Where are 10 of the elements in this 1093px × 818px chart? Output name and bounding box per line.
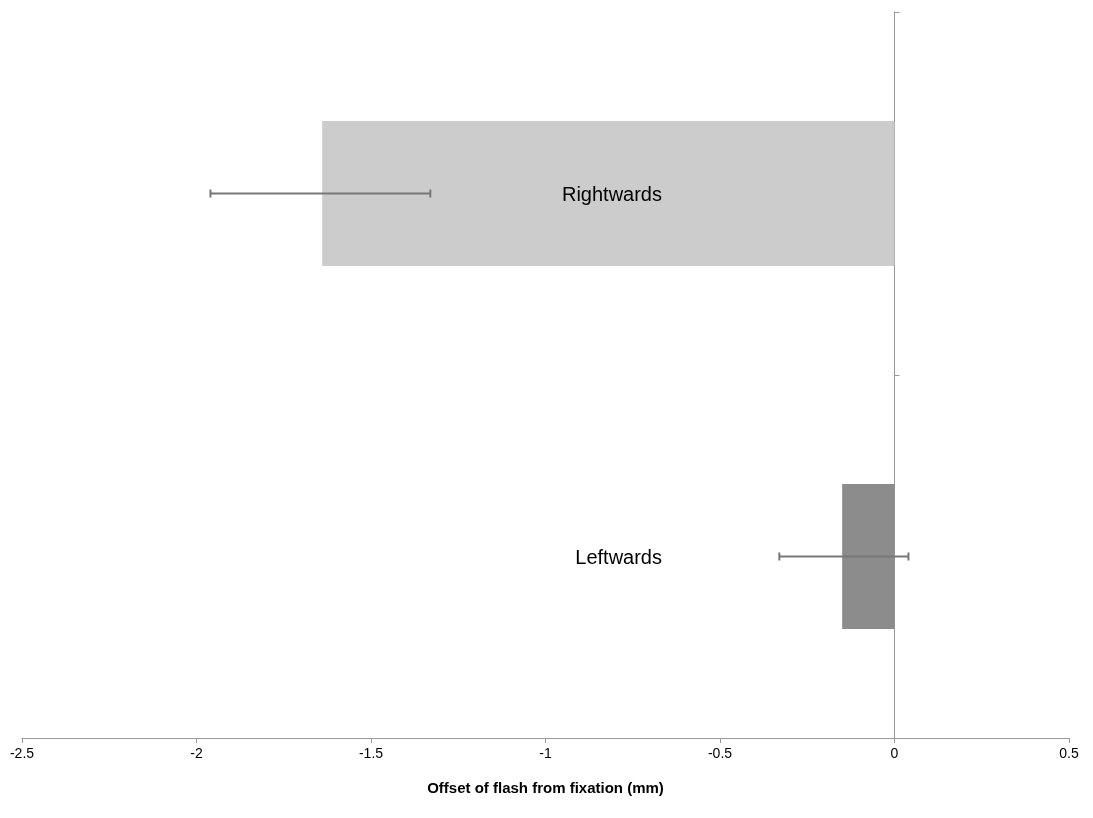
x-tick-label: -1.5 [358,745,384,761]
y-tick-label: Rightwards [561,182,662,205]
x-axis-title: Offset of flash from fixation (mm) [427,779,664,796]
x-tick-label: -2.5 [9,745,35,761]
x-tick-label: -2 [190,745,203,761]
x-tick-label: -0.5 [707,745,733,761]
x-tick-label: -1 [539,745,552,761]
x-tick-label: 0.5 [1059,745,1079,761]
x-tick-label: 0 [890,745,899,761]
y-tick-label: Leftwards [575,545,662,568]
